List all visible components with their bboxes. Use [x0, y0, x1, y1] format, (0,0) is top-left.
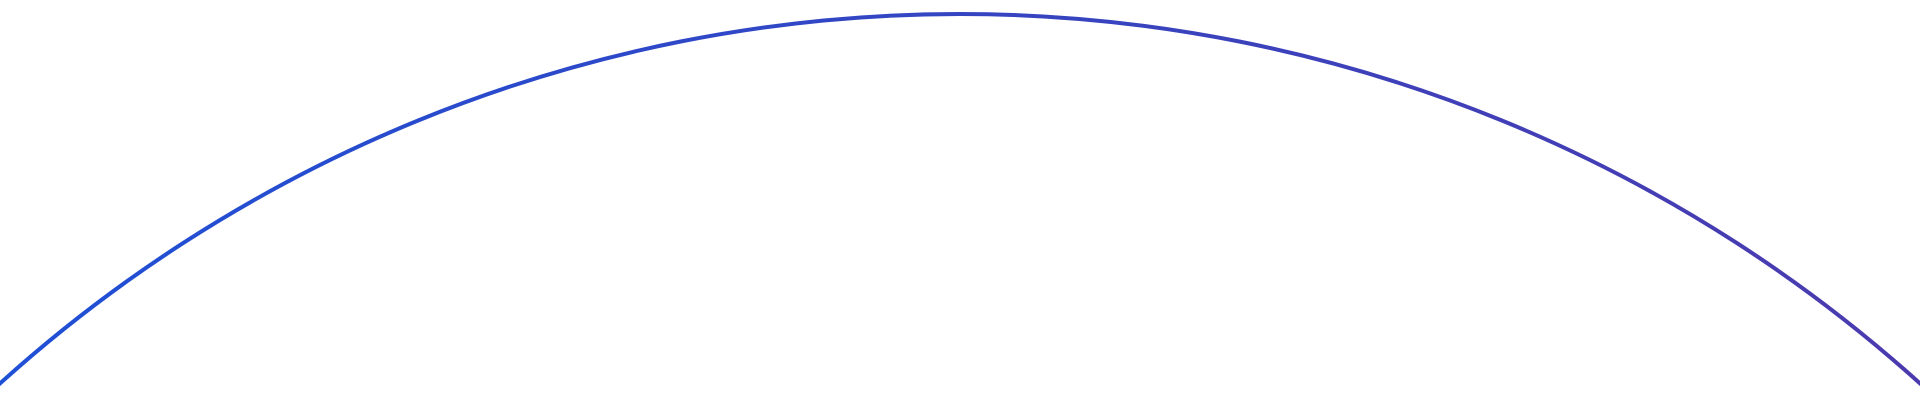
decorative-arc [0, 12, 1920, 387]
